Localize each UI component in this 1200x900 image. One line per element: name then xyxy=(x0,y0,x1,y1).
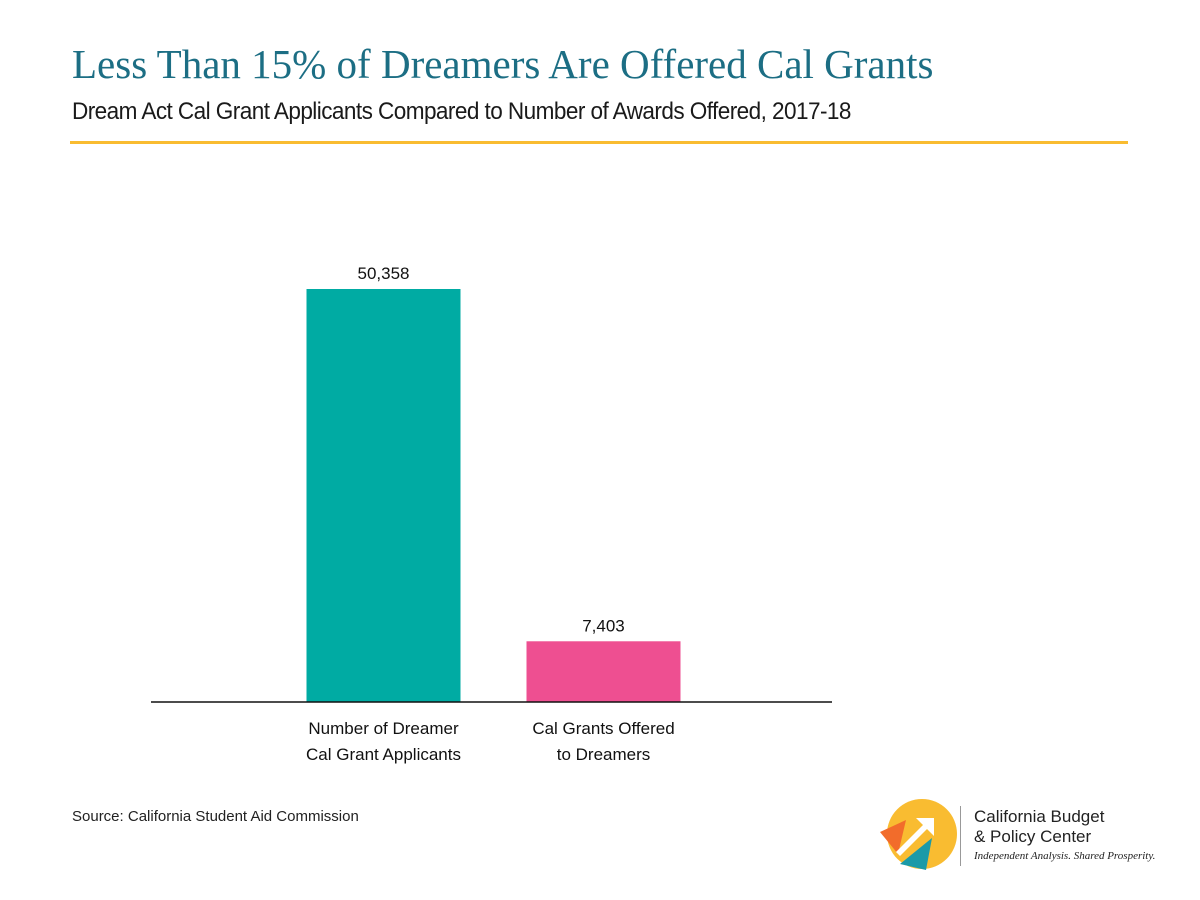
title-divider xyxy=(70,141,1128,144)
category-label-2-line-2: to Dreamers xyxy=(557,745,651,764)
bar-value-label-2: 7,403 xyxy=(582,616,625,635)
category-label-1-line-2: Cal Grant Applicants xyxy=(306,745,461,764)
bar-value-label-1: 50,358 xyxy=(358,264,410,283)
organization-tagline: Independent Analysis. Shared Prosperity. xyxy=(974,850,1156,862)
bar-1 xyxy=(306,289,461,702)
cbpc-logo-icon xyxy=(880,799,957,870)
category-label-2-line-1: Cal Grants Offered xyxy=(532,719,674,738)
chart-subtitle: Dream Act Cal Grant Applicants Compared … xyxy=(72,98,851,125)
organization-name-line-1: California Budget xyxy=(974,807,1105,826)
bars-layer xyxy=(306,289,681,702)
bar-2 xyxy=(526,641,681,702)
organization-name: California Budget & Policy Center xyxy=(974,807,1104,847)
chart-title: Less Than 15% of Dreamers Are Offered Ca… xyxy=(72,41,934,87)
labels-layer: 50,358 Number of Dreamer Cal Grant Applica… xyxy=(306,264,675,764)
organization-name-line-2: & Policy Center xyxy=(974,827,1092,846)
category-label-1-line-1: Number of Dreamer xyxy=(308,719,459,738)
source-note: Source: California Student Aid Commissio… xyxy=(72,808,359,825)
logo-divider xyxy=(960,806,961,866)
